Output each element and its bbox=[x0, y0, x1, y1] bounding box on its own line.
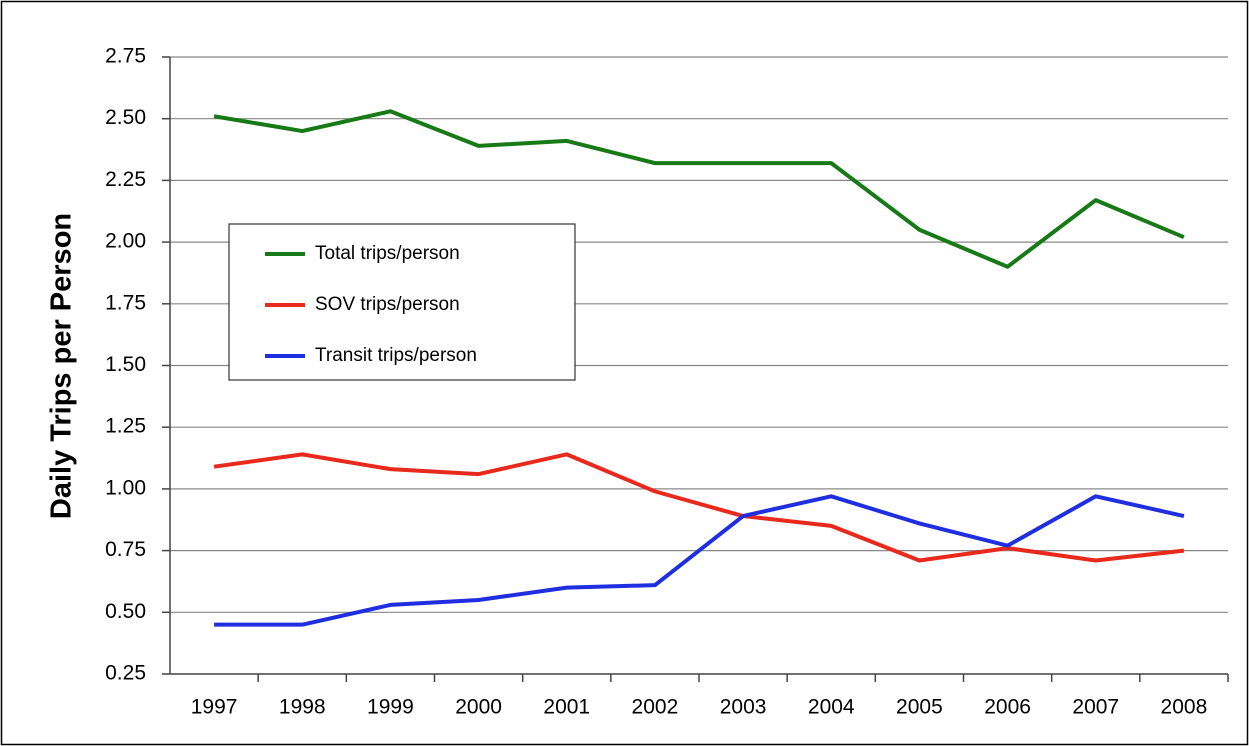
y-tick-label: 0.25 bbox=[105, 662, 146, 685]
legend-label: Transit trips/person bbox=[315, 345, 477, 366]
x-tick-label: 2008 bbox=[1161, 696, 1208, 719]
y-tick-label: 2.50 bbox=[105, 106, 146, 129]
x-tick-label: 2001 bbox=[543, 696, 590, 719]
y-tick-label: 2.25 bbox=[105, 168, 146, 191]
x-tick-label: 2007 bbox=[1072, 696, 1119, 719]
x-tick-label: 1997 bbox=[191, 696, 238, 719]
x-tick-label: 2005 bbox=[896, 696, 943, 719]
series-line bbox=[214, 494, 1185, 627]
y-tick-label: 1.75 bbox=[105, 291, 146, 314]
x-tick-label: 2000 bbox=[455, 696, 502, 719]
y-tick-label: 1.25 bbox=[105, 415, 146, 438]
series-line bbox=[213, 452, 1185, 563]
y-tick-label: 1.00 bbox=[105, 476, 146, 499]
x-tick-label: 1999 bbox=[367, 696, 414, 719]
legend-label: SOV trips/person bbox=[315, 294, 460, 315]
x-tick-label: 1998 bbox=[279, 696, 326, 719]
x-tick-label: 2004 bbox=[808, 696, 855, 719]
x-tick-label: 2003 bbox=[720, 696, 767, 719]
y-axis-title: Daily Trips per Person bbox=[46, 213, 78, 519]
legend-label: Total trips/person bbox=[315, 243, 460, 264]
series-line bbox=[213, 109, 1185, 269]
x-tick-label: 2002 bbox=[632, 696, 679, 719]
y-tick-label: 2.75 bbox=[105, 45, 146, 68]
x-tick-label: 2006 bbox=[984, 696, 1031, 719]
y-tick-label: 2.00 bbox=[105, 230, 146, 253]
y-tick-label: 0.50 bbox=[105, 600, 146, 623]
y-tick-label: 1.50 bbox=[105, 353, 146, 376]
y-tick-label: 0.75 bbox=[105, 538, 146, 561]
